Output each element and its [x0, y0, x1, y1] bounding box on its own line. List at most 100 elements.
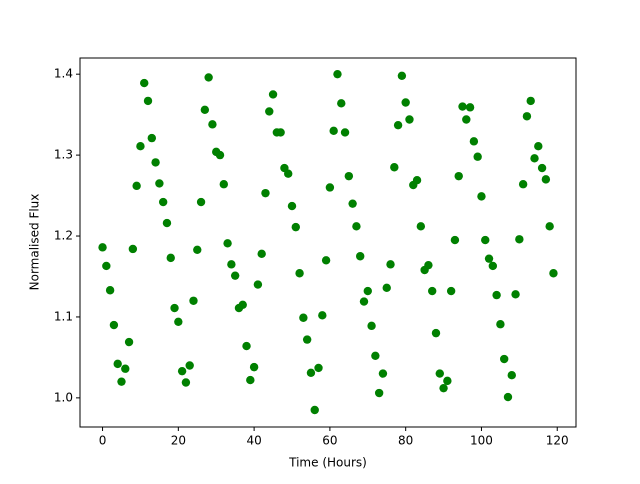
- point: [549, 269, 558, 278]
- point: [124, 337, 134, 347]
- point: [287, 201, 297, 211]
- point: [450, 235, 460, 245]
- point: [268, 90, 278, 99]
- point: [443, 376, 452, 386]
- point: [526, 96, 535, 106]
- point: [428, 286, 437, 296]
- point: [166, 253, 175, 263]
- point: [378, 369, 388, 378]
- point: [439, 383, 448, 393]
- x-tick-label: 40: [246, 434, 261, 448]
- point: [541, 175, 551, 184]
- x-tick-label: 20: [171, 434, 186, 448]
- point: [98, 243, 107, 252]
- point: [105, 286, 115, 295]
- point: [306, 368, 316, 377]
- point: [227, 260, 236, 269]
- point: [238, 300, 247, 310]
- point: [299, 313, 308, 322]
- point: [136, 142, 145, 151]
- y-tick-label: 1.4: [54, 67, 73, 81]
- point: [503, 392, 513, 402]
- point: [416, 222, 426, 231]
- point: [291, 222, 300, 232]
- point: [545, 222, 554, 231]
- point: [537, 163, 547, 173]
- point: [193, 245, 202, 254]
- point: [382, 283, 391, 293]
- point: [117, 377, 126, 386]
- point: [390, 163, 399, 172]
- point: [128, 244, 138, 254]
- point: [484, 254, 494, 263]
- point: [367, 321, 376, 331]
- point: [371, 351, 380, 360]
- point: [534, 142, 543, 151]
- point: [253, 280, 263, 289]
- point: [363, 286, 372, 296]
- point: [215, 150, 225, 160]
- point: [348, 199, 357, 208]
- point: [158, 197, 168, 207]
- point: [329, 126, 338, 136]
- point: [454, 171, 463, 181]
- point: [185, 361, 194, 370]
- point: [302, 335, 312, 344]
- point: [162, 218, 172, 228]
- plot-frame: [79, 57, 577, 428]
- y-axis-label: Normalised Flux: [28, 194, 42, 291]
- point: [174, 317, 183, 327]
- point: [492, 290, 501, 300]
- point: [295, 269, 304, 278]
- point: [230, 271, 240, 280]
- point: [397, 71, 407, 81]
- point: [530, 154, 539, 163]
- x-tick-label: 0: [99, 434, 107, 448]
- point: [473, 152, 482, 161]
- point: [219, 180, 228, 189]
- point: [246, 375, 255, 385]
- point: [261, 188, 270, 198]
- point: [223, 239, 232, 248]
- point: [393, 120, 403, 130]
- point: [143, 96, 153, 106]
- point: [132, 181, 141, 191]
- point: [488, 261, 498, 271]
- point: [340, 128, 350, 137]
- point: [507, 371, 516, 380]
- point: [333, 69, 342, 79]
- point: [265, 107, 274, 116]
- point: [499, 354, 509, 364]
- point: [462, 115, 471, 124]
- point: [477, 192, 486, 201]
- point: [196, 197, 206, 207]
- x-tick-label: 60: [322, 434, 337, 448]
- point: [481, 235, 490, 245]
- point: [181, 378, 191, 387]
- point: [325, 183, 335, 192]
- point: [356, 252, 365, 261]
- point: [522, 112, 532, 121]
- point: [147, 133, 157, 143]
- x-tick-label: 100: [470, 434, 493, 448]
- point: [140, 78, 149, 88]
- point: [431, 328, 441, 338]
- point: [458, 102, 467, 111]
- point: [170, 303, 179, 313]
- point: [518, 180, 528, 189]
- point: [359, 297, 369, 306]
- x-tick-label: 120: [546, 434, 569, 448]
- y-tick-label: 1.2: [54, 229, 73, 243]
- point: [204, 73, 213, 82]
- point: [318, 311, 327, 320]
- y-tick-label: 1.0: [54, 390, 73, 404]
- point: [189, 296, 198, 305]
- point: [314, 363, 323, 373]
- point: [337, 99, 346, 108]
- point: [465, 103, 475, 112]
- point: [109, 320, 119, 330]
- point: [515, 235, 524, 244]
- point: [496, 320, 505, 329]
- point: [276, 128, 285, 137]
- point: [424, 260, 433, 270]
